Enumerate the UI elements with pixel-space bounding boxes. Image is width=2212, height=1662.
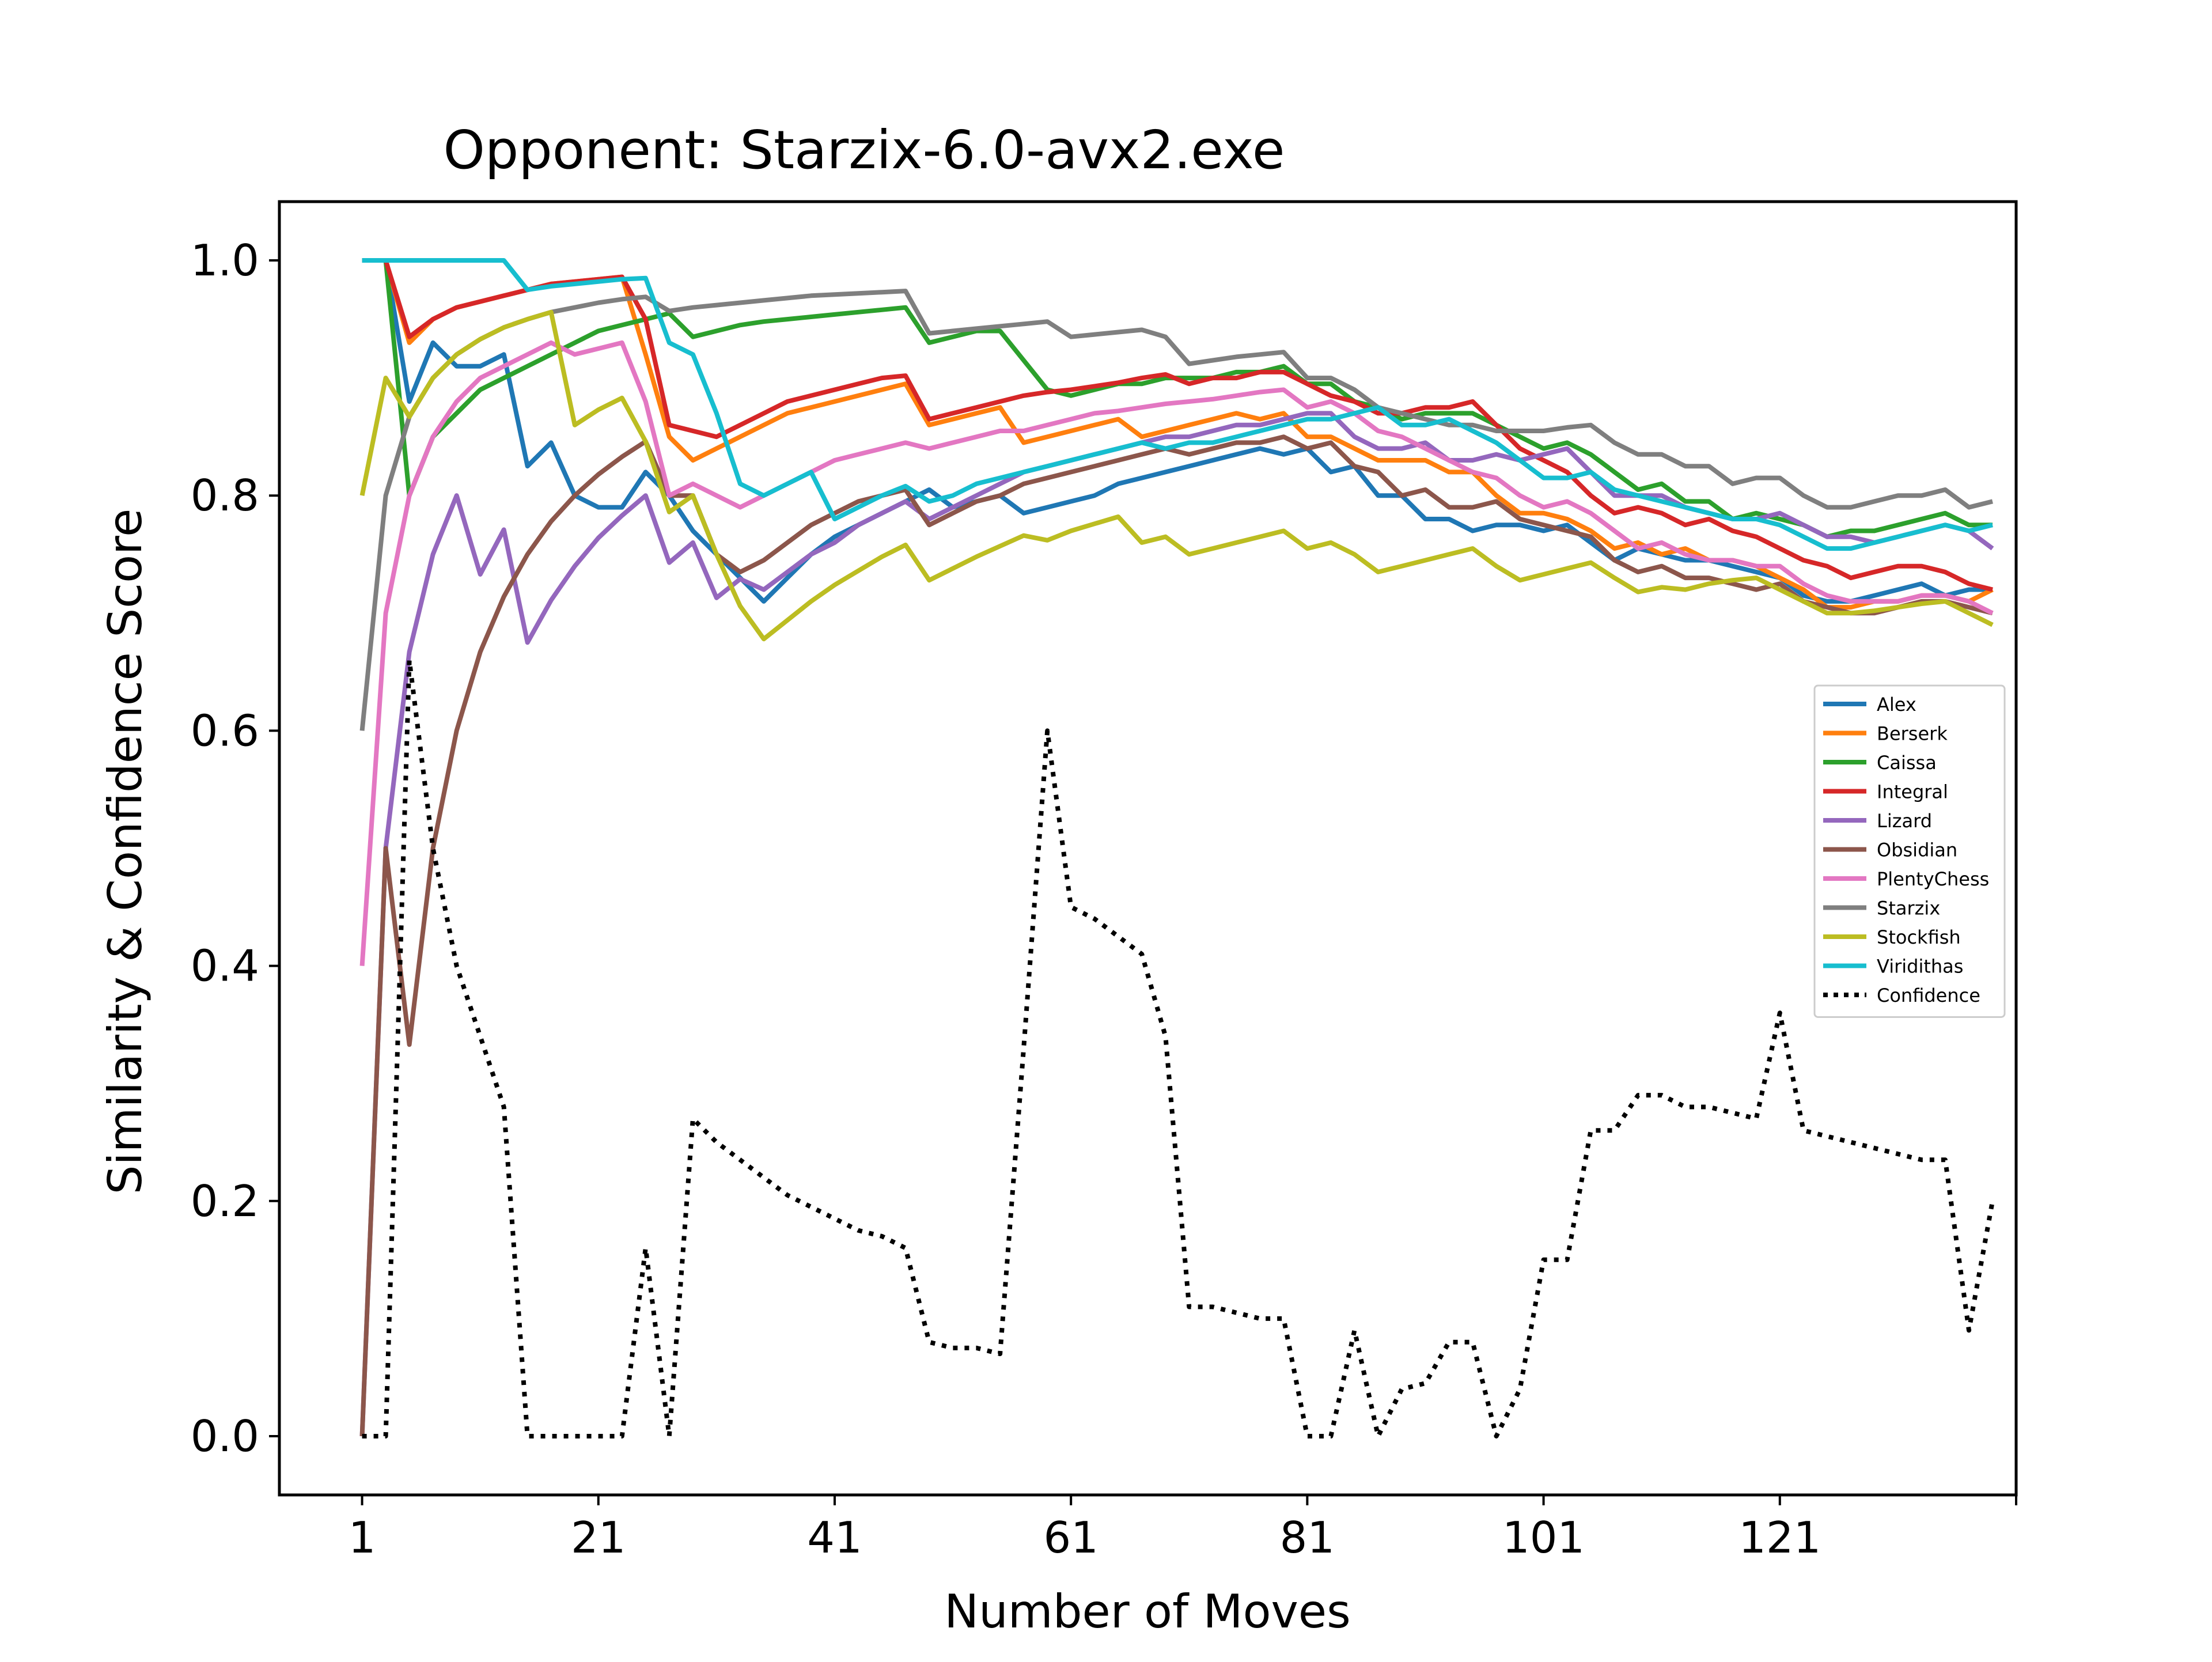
legend-label: PlentyChess bbox=[1877, 868, 1989, 890]
x-tick-label: 1 bbox=[349, 1512, 376, 1563]
series-layer bbox=[359, 258, 1995, 1438]
y-tick-label: 0.2 bbox=[191, 1176, 259, 1226]
y-tick-label: 1.0 bbox=[191, 235, 259, 286]
x-tick-label: 121 bbox=[1738, 1512, 1821, 1563]
legend-label: Starzix bbox=[1877, 898, 1940, 919]
series-line-viridithas bbox=[362, 258, 1993, 551]
y-tick-label: 0.8 bbox=[191, 470, 259, 521]
x-tick-label: 81 bbox=[1280, 1512, 1335, 1563]
y-tick-label: 0.6 bbox=[191, 705, 259, 756]
x-tick-label: 41 bbox=[807, 1512, 862, 1563]
legend-label: Stockfish bbox=[1877, 926, 1961, 948]
chart-title: Opponent: Starzix-6.0-avx2.exe bbox=[444, 119, 1285, 181]
x-tick-label: 21 bbox=[571, 1512, 626, 1563]
series-line-plentychess bbox=[359, 340, 1994, 966]
series-line-starzix bbox=[359, 289, 1993, 731]
legend: Alex Berserk Caissa Integral Lizard Obsidian P… bbox=[1813, 684, 2006, 1018]
y-axis-label: Similarity & Confidence Score bbox=[99, 509, 152, 1195]
series-line-alex bbox=[362, 258, 1993, 604]
x-axis-label: Number of Moves bbox=[944, 1585, 1351, 1638]
legend-label: Lizard bbox=[1877, 810, 1932, 832]
legend-label: Confidence bbox=[1877, 985, 1980, 1006]
legend-label: Obsidian bbox=[1877, 839, 1957, 861]
legend-label: Alex bbox=[1877, 694, 1916, 715]
plot-frame bbox=[278, 200, 2018, 1497]
legend-label: Caissa bbox=[1877, 752, 1937, 774]
y-tick-label: 0.4 bbox=[191, 941, 259, 991]
x-tick-label: 101 bbox=[1502, 1512, 1585, 1563]
legend-label: Integral bbox=[1877, 781, 1948, 803]
legend-frame bbox=[1813, 684, 2006, 1018]
legend-label: Berserk bbox=[1877, 723, 1948, 745]
series-line-stockfish bbox=[359, 309, 1994, 642]
legend-label: Viridithas bbox=[1877, 956, 1963, 978]
x-tick-label: 61 bbox=[1043, 1512, 1098, 1563]
y-tick-label: 0.0 bbox=[191, 1411, 259, 1462]
series-line-confidence bbox=[362, 658, 1995, 1438]
